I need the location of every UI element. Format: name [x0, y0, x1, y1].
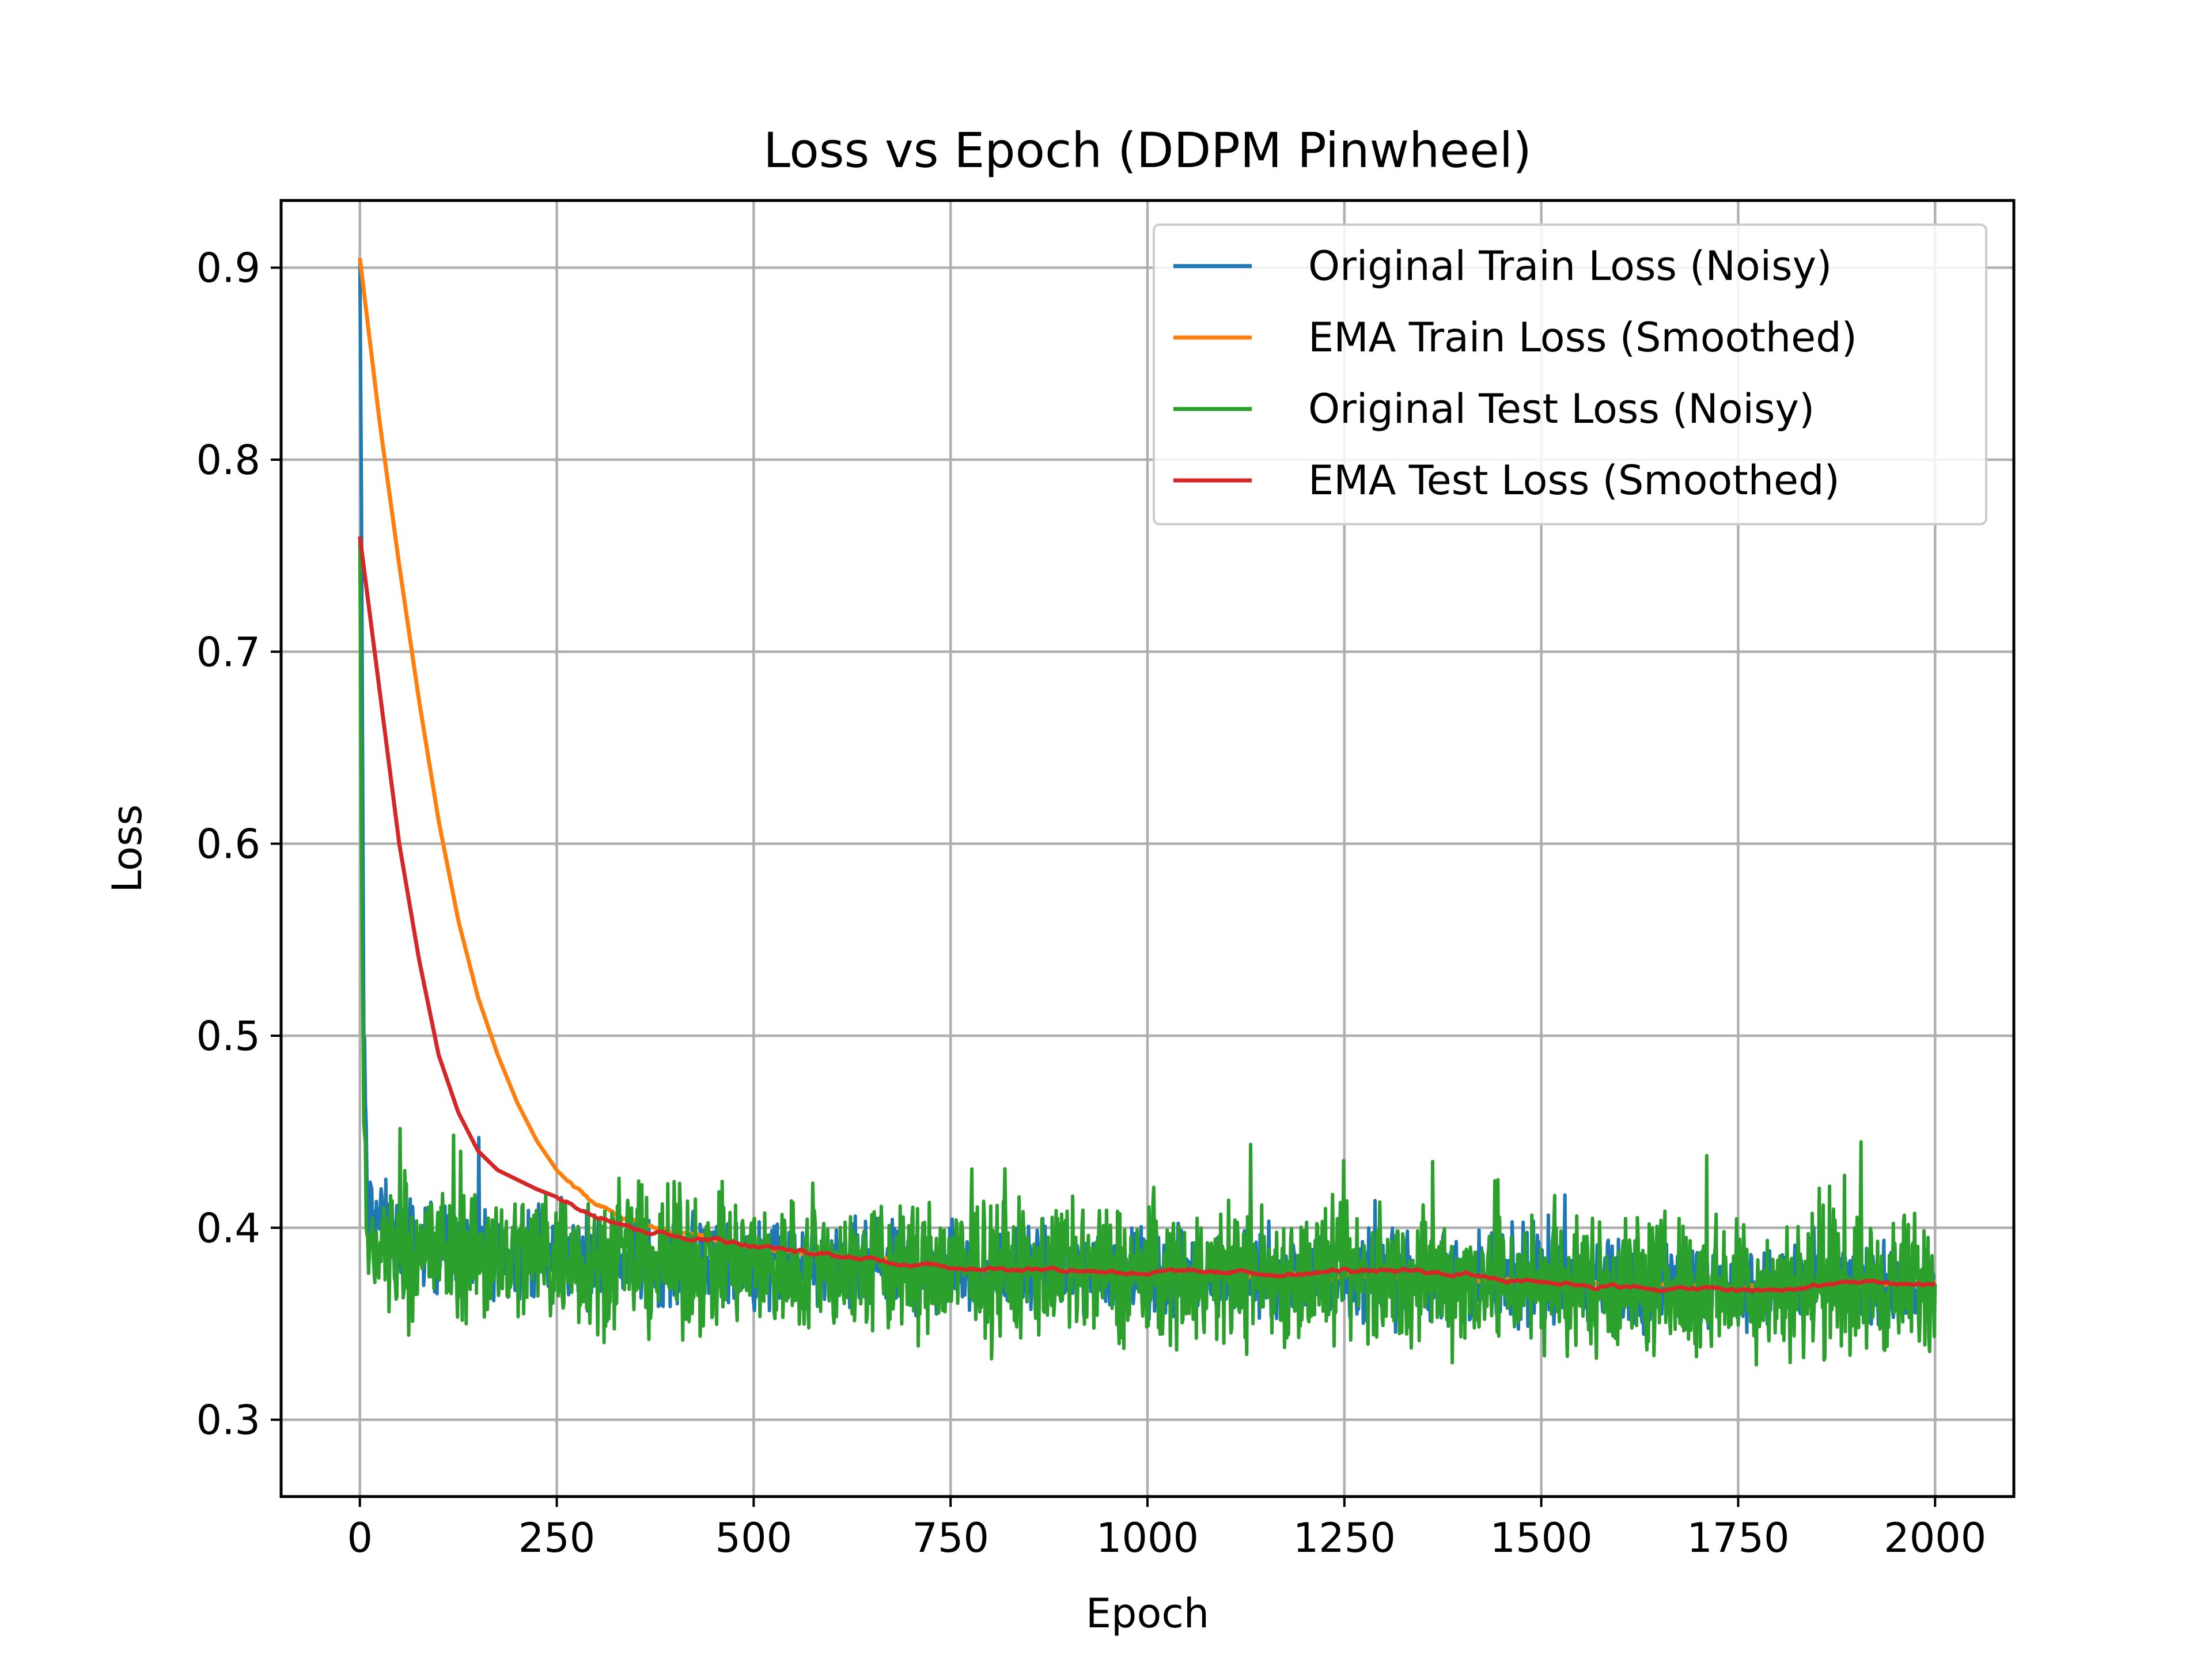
x-axis-label: Epoch [1086, 1590, 1209, 1637]
legend: Original Train Loss (Noisy) EMA Train Los… [1153, 224, 1987, 525]
series-line-2 [358, 536, 1937, 1367]
legend-label: EMA Test Loss (Smoothed) [1308, 457, 1840, 504]
x-tick-label: 0 [347, 1514, 373, 1562]
y-tick-label: 0.7 [196, 628, 260, 676]
y-tick-label: 0.3 [196, 1397, 260, 1444]
y-axis-ticks: 0.3 0.4 0.5 0.6 0.7 0.8 0.9 [196, 245, 281, 1444]
x-tick-label: 1500 [1490, 1514, 1593, 1562]
legend-label: EMA Train Loss (Smoothed) [1308, 314, 1857, 361]
y-axis-label: Loss [104, 804, 151, 893]
x-tick-label: 2000 [1884, 1514, 1986, 1562]
legend-label: Original Train Loss (Noisy) [1308, 243, 1832, 290]
legend-label: Original Test Loss (Noisy) [1308, 385, 1815, 433]
plot-series [358, 257, 1937, 1367]
y-tick-label: 0.9 [196, 245, 260, 292]
x-tick-label: 1250 [1293, 1514, 1396, 1562]
y-tick-label: 0.8 [196, 437, 260, 484]
x-tick-label: 250 [518, 1514, 596, 1562]
x-axis-ticks: 0 250 500 750 1000 1250 1500 1750 2000 [347, 1497, 1986, 1562]
y-tick-label: 0.5 [196, 1013, 260, 1060]
y-tick-label: 0.4 [196, 1205, 260, 1252]
x-tick-label: 1000 [1096, 1514, 1199, 1562]
x-tick-label: 750 [912, 1514, 989, 1562]
chart-title: Loss vs Epoch (DDPM Pinwheel) [763, 122, 1532, 179]
y-tick-label: 0.6 [196, 821, 260, 868]
legend-box [1153, 224, 1987, 525]
x-tick-label: 1750 [1687, 1514, 1789, 1562]
series-line-3 [358, 536, 1936, 1294]
x-tick-label: 500 [715, 1514, 793, 1562]
